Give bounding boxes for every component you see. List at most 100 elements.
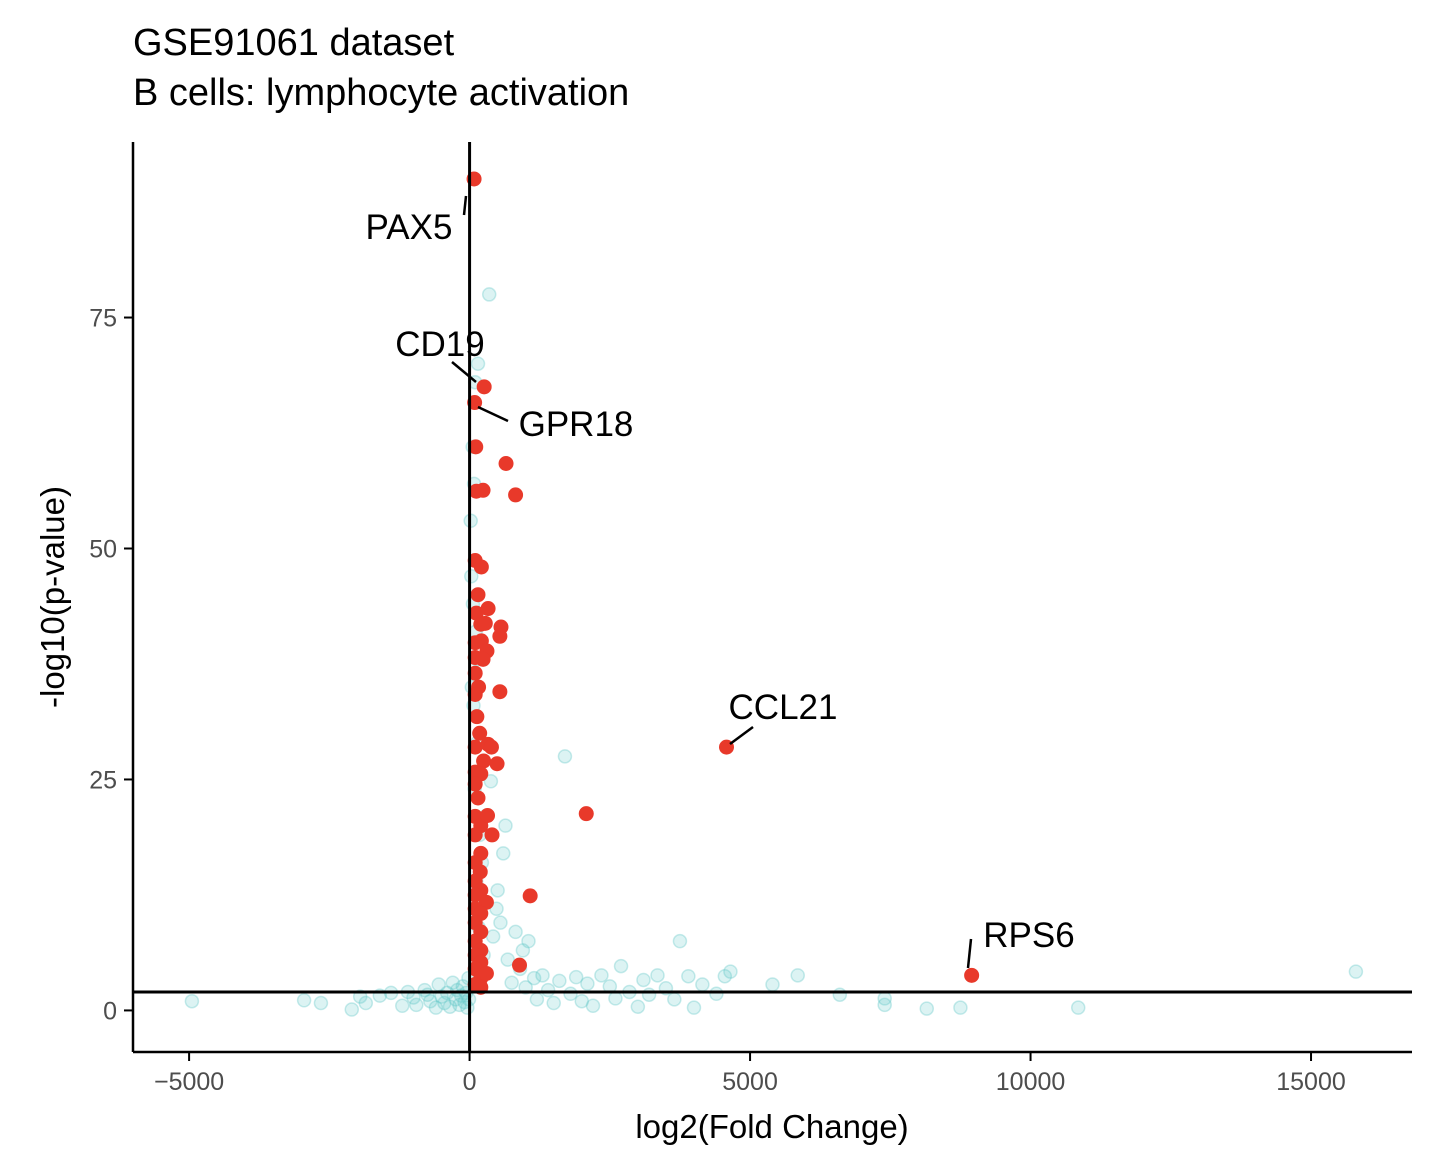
background-point <box>636 972 651 988</box>
highlight-point <box>468 439 484 455</box>
highlight-point <box>467 827 483 843</box>
annotation-leader-line <box>451 361 477 383</box>
background-point <box>409 997 424 1013</box>
background-point <box>452 997 467 1013</box>
x-tick-label: 10000 <box>996 1068 1066 1096</box>
background-point <box>344 1002 360 1017</box>
background-point <box>493 915 508 930</box>
background-point <box>445 975 460 990</box>
gene-label: PAX5 <box>366 208 453 247</box>
highlight-point <box>522 888 538 904</box>
highlight-point <box>467 665 483 681</box>
highlight-point <box>470 587 486 603</box>
highlight-point <box>492 684 508 700</box>
background-point <box>580 976 595 991</box>
background-point <box>641 987 657 1002</box>
highlight-point <box>473 559 489 575</box>
background-point <box>681 968 696 984</box>
background-point <box>504 975 519 990</box>
chart-title: GSE91061 dataset <box>133 22 455 64</box>
highlight-point <box>492 628 508 644</box>
background-point <box>765 977 780 992</box>
y-axis-title: -log10(p-value) <box>34 486 71 708</box>
background-point <box>613 958 629 974</box>
background-point <box>490 883 505 898</box>
background-point <box>508 924 523 940</box>
gene-annotations: PAX5 CD19 GPR18 CCL21 RPS6 <box>366 195 1075 969</box>
highlight-point <box>467 887 483 903</box>
y-tick-label: 50 <box>89 535 117 563</box>
background-point <box>717 968 733 984</box>
background-point <box>630 999 646 1014</box>
background-point <box>296 993 312 1008</box>
x-tick-label: 0 <box>463 1068 477 1096</box>
highlight-points-layer <box>466 171 980 995</box>
background-point <box>423 993 438 1009</box>
background-point <box>585 998 601 1014</box>
ticks: −5000 0 5000 10000 15000 0 25 50 75 <box>89 305 1346 1096</box>
background-point <box>470 356 486 371</box>
highlight-point <box>578 806 594 822</box>
x-tick-label: 15000 <box>1276 1068 1346 1096</box>
background-point <box>790 968 805 983</box>
chart-subtitle: B cells: lymphocyte activation <box>133 72 630 114</box>
highlight-point <box>467 776 483 792</box>
background-point <box>529 992 545 1007</box>
highlight-point <box>467 686 483 702</box>
background-point <box>672 933 688 949</box>
highlight-point <box>478 894 494 910</box>
background-point <box>667 992 682 1007</box>
highlight-point <box>467 739 483 755</box>
axes <box>131 142 1412 1054</box>
x-tick-label: 5000 <box>722 1068 778 1096</box>
background-point <box>313 995 329 1011</box>
highlight-point <box>469 709 485 725</box>
background-point <box>650 968 665 983</box>
highlight-point <box>964 967 980 983</box>
background-point <box>464 568 479 584</box>
gene-label: RPS6 <box>983 916 1074 955</box>
background-point <box>521 933 536 949</box>
highlight-point <box>475 482 491 498</box>
background-point <box>442 999 458 1014</box>
background-point <box>1070 1000 1086 1015</box>
background-point <box>723 964 738 979</box>
background-point <box>919 1001 935 1016</box>
background-point <box>608 991 623 1006</box>
background-point <box>358 995 374 1011</box>
y-tick-label: 75 <box>89 305 117 333</box>
highlight-point <box>477 615 493 631</box>
background-point <box>428 1000 444 1015</box>
background-point <box>1348 964 1364 979</box>
y-tick-label: 25 <box>89 766 117 794</box>
background-point <box>594 968 609 983</box>
background-point <box>953 1000 968 1015</box>
background-point <box>485 929 501 944</box>
background-point <box>568 969 584 985</box>
highlight-point <box>483 739 499 755</box>
x-axis-title: log2(Fold Change) <box>635 1108 908 1145</box>
background-point <box>526 970 542 986</box>
background-point <box>832 987 848 1002</box>
background-point <box>535 968 550 983</box>
background-point <box>515 943 531 958</box>
background-point <box>500 952 515 967</box>
background-point <box>184 993 200 1009</box>
highlight-point <box>508 487 524 503</box>
gene-label: GPR18 <box>519 405 634 444</box>
background-point <box>437 995 452 1011</box>
background-point <box>686 1000 702 1015</box>
gene-label: CCL21 <box>729 688 838 727</box>
background-point <box>877 997 892 1013</box>
annotation-leader-line <box>477 405 509 423</box>
highlight-point <box>480 807 496 823</box>
annotation-leader-line <box>729 725 754 746</box>
highlight-point <box>476 753 492 769</box>
annotation-leader-line <box>462 195 468 216</box>
background-point <box>546 995 561 1011</box>
background-point <box>483 774 499 789</box>
highlight-point <box>472 725 488 741</box>
background-point <box>557 749 573 764</box>
background-point <box>495 846 511 861</box>
